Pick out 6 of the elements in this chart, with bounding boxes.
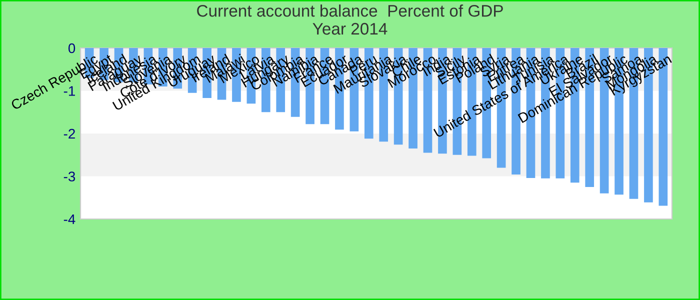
- y-tick-label: -1: [64, 86, 75, 96]
- y-tick-label: -2: [64, 128, 75, 139]
- y-tick-label: -3: [64, 172, 76, 182]
- chart-title: Current account balance Percent of GDP Year 2014: [197, 4, 503, 35]
- y-tick-label: -4: [64, 214, 76, 224]
- y-tick-label: 0: [68, 43, 76, 54]
